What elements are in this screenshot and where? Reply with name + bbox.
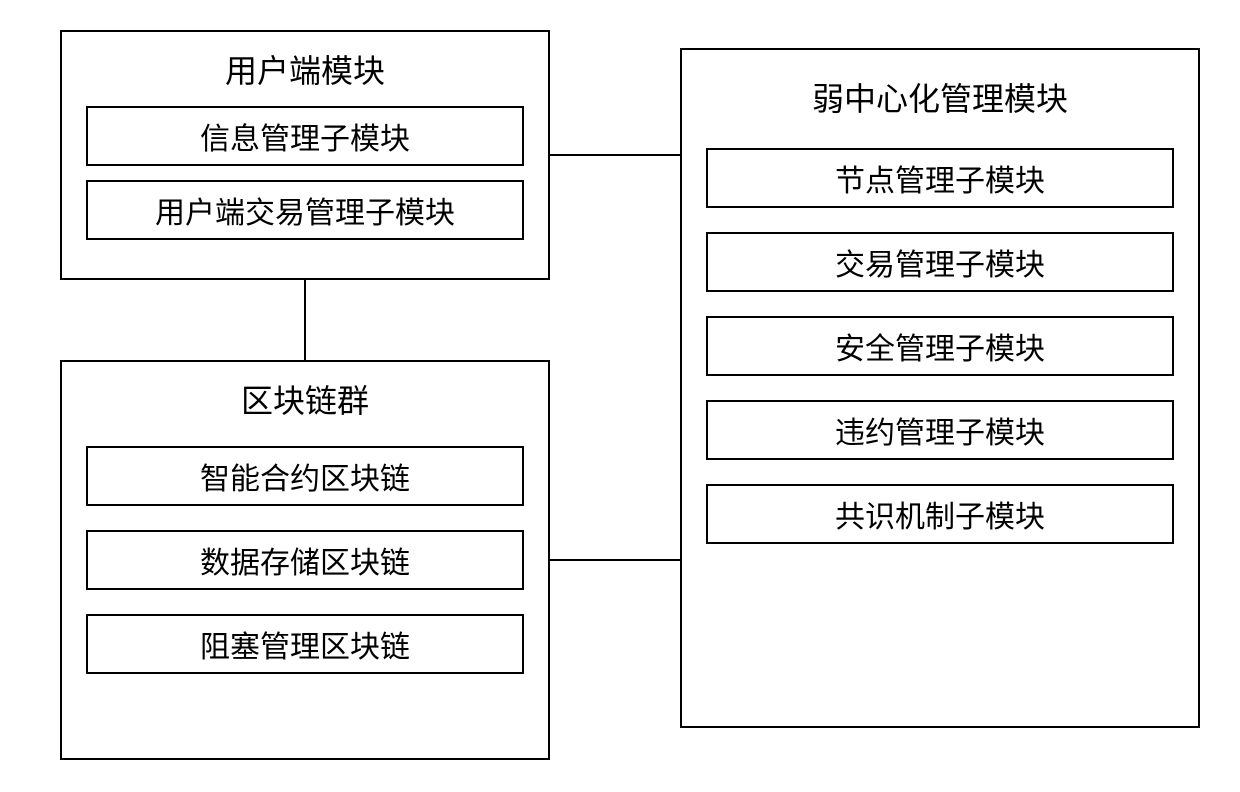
txn-mgmt-submodule: 交易管理子模块 [706,232,1174,292]
violation-mgmt-submodule: 违约管理子模块 [706,400,1174,460]
weak-central-mgmt-box: 弱中心化管理模块 节点管理子模块 交易管理子模块 安全管理子模块 违约管理子模块… [680,48,1200,728]
client-txn-submodule: 用户端交易管理子模块 [86,180,524,240]
smart-contract-chain: 智能合约区块链 [86,446,524,506]
client-info-submodule: 信息管理子模块 [86,106,524,166]
node-mgmt-submodule: 节点管理子模块 [706,148,1174,208]
data-storage-chain: 数据存储区块链 [86,530,524,590]
client-module-title: 用户端模块 [62,46,548,92]
blockchain-group-title: 区块链群 [62,376,548,422]
weak-central-mgmt-title: 弱中心化管理模块 [682,74,1198,120]
consensus-mech-submodule: 共识机制子模块 [706,484,1174,544]
security-mgmt-submodule: 安全管理子模块 [706,316,1174,376]
client-module-box: 用户端模块 信息管理子模块 用户端交易管理子模块 [60,30,550,280]
congestion-mgmt-chain: 阻塞管理区块链 [86,614,524,674]
blockchain-group-box: 区块链群 智能合约区块链 数据存储区块链 阻塞管理区块链 [60,360,550,760]
